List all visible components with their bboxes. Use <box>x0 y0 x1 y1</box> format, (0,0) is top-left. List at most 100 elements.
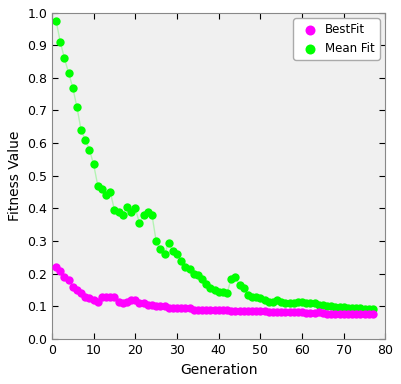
Mean Fit <box>357 305 364 311</box>
BestFit <box>232 308 239 314</box>
Mean Fit <box>90 161 97 167</box>
Mean Fit <box>95 182 101 189</box>
BestFit <box>124 298 130 305</box>
Mean Fit <box>274 297 280 303</box>
BestFit <box>128 297 134 303</box>
Mean Fit <box>186 266 193 272</box>
BestFit <box>136 300 143 306</box>
Mean Fit <box>207 285 214 291</box>
BestFit <box>316 309 322 315</box>
BestFit <box>370 311 376 317</box>
BestFit <box>241 308 247 314</box>
BestFit <box>270 309 276 315</box>
Mean Fit <box>353 305 360 311</box>
BestFit <box>295 309 301 315</box>
BestFit <box>299 309 305 315</box>
Mean Fit <box>282 300 289 306</box>
Mean Fit <box>336 304 343 310</box>
BestFit <box>291 309 297 315</box>
BestFit <box>282 309 289 315</box>
Mean Fit <box>253 294 259 300</box>
Mean Fit <box>349 305 355 311</box>
Mean Fit <box>324 303 330 310</box>
Mean Fit <box>119 212 126 218</box>
BestFit <box>157 303 164 310</box>
BestFit <box>182 305 188 311</box>
Mean Fit <box>161 251 168 257</box>
BestFit <box>249 308 255 314</box>
Mean Fit <box>69 84 76 91</box>
Mean Fit <box>61 55 68 61</box>
Mean Fit <box>78 127 84 133</box>
Mean Fit <box>299 298 305 305</box>
Mean Fit <box>345 305 351 311</box>
BestFit <box>228 308 235 314</box>
BestFit <box>253 308 259 314</box>
BestFit <box>194 306 201 313</box>
BestFit <box>278 309 284 315</box>
Mean Fit <box>241 285 247 291</box>
Mean Fit <box>220 289 226 295</box>
Mean Fit <box>86 147 93 153</box>
Mean Fit <box>249 293 255 300</box>
Legend: BestFit, Mean Fit: BestFit, Mean Fit <box>293 18 380 60</box>
Mean Fit <box>278 298 284 305</box>
Mean Fit <box>199 276 205 282</box>
BestFit <box>203 306 209 313</box>
Mean Fit <box>366 306 372 312</box>
Mean Fit <box>270 298 276 305</box>
Mean Fit <box>182 264 188 270</box>
Mean Fit <box>215 289 222 295</box>
BestFit <box>349 311 355 317</box>
BestFit <box>274 309 280 315</box>
Mean Fit <box>295 298 301 305</box>
BestFit <box>207 306 214 313</box>
BestFit <box>324 311 330 317</box>
BestFit <box>332 311 339 317</box>
Mean Fit <box>194 272 201 278</box>
X-axis label: Generation: Generation <box>180 362 257 376</box>
Mean Fit <box>136 220 143 226</box>
Mean Fit <box>316 302 322 308</box>
BestFit <box>82 293 89 300</box>
Mean Fit <box>115 209 122 215</box>
Mean Fit <box>224 290 230 296</box>
BestFit <box>170 305 176 311</box>
Mean Fit <box>65 70 72 76</box>
BestFit <box>153 303 159 310</box>
Mean Fit <box>291 300 297 306</box>
Mean Fit <box>303 300 310 306</box>
Mean Fit <box>228 276 235 282</box>
Mean Fit <box>132 205 138 212</box>
Mean Fit <box>53 18 59 24</box>
BestFit <box>328 311 334 317</box>
Mean Fit <box>107 189 113 195</box>
Mean Fit <box>265 298 272 305</box>
Mean Fit <box>128 209 134 215</box>
Mean Fit <box>174 251 180 257</box>
BestFit <box>95 298 101 305</box>
BestFit <box>307 310 314 316</box>
Mean Fit <box>178 258 184 264</box>
Mean Fit <box>57 39 63 45</box>
Mean Fit <box>124 204 130 210</box>
BestFit <box>361 311 368 317</box>
BestFit <box>186 305 193 311</box>
BestFit <box>345 311 351 317</box>
BestFit <box>115 298 122 305</box>
BestFit <box>61 274 68 280</box>
Mean Fit <box>82 137 89 143</box>
Mean Fit <box>328 303 334 310</box>
BestFit <box>99 293 105 300</box>
Mean Fit <box>236 282 243 288</box>
Mean Fit <box>99 186 105 192</box>
BestFit <box>78 290 84 296</box>
Mean Fit <box>149 212 155 218</box>
Mean Fit <box>166 240 172 246</box>
BestFit <box>161 303 168 310</box>
Mean Fit <box>74 104 80 110</box>
BestFit <box>303 310 310 316</box>
BestFit <box>103 293 109 300</box>
BestFit <box>261 308 268 314</box>
Mean Fit <box>190 271 197 277</box>
